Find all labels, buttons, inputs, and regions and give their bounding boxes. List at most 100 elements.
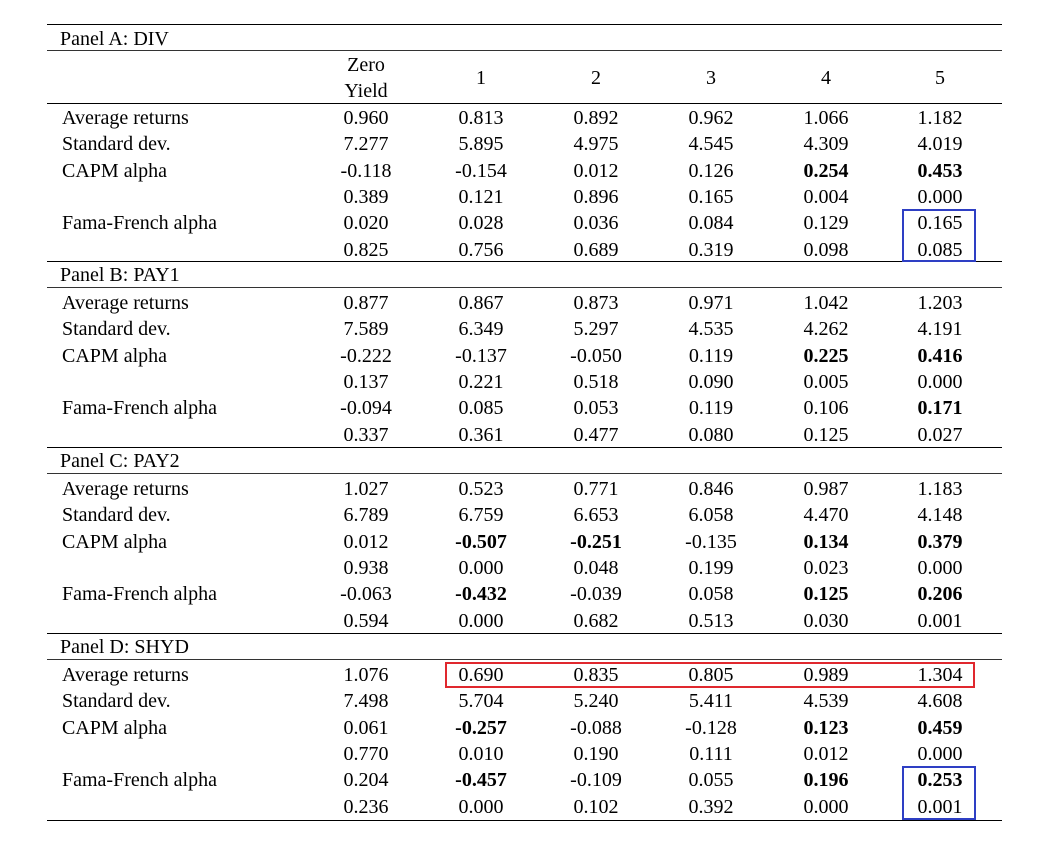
table-cell: 1.027 (343, 478, 389, 500)
table-cell: 0.459 (917, 716, 963, 739)
table-cell: 0.000 (917, 185, 963, 208)
table-cell: 0.989 (803, 664, 849, 686)
table-cell: 1.042 (803, 292, 849, 314)
table-cell: -0.432 (455, 583, 507, 606)
row-label: CAPM alpha (62, 530, 167, 553)
table-cell: 0.004 (803, 185, 849, 208)
row-label: Standard dev. (62, 133, 171, 156)
table-cell: 0.000 (458, 556, 504, 579)
table-cell: 0.971 (688, 292, 734, 314)
table-cell: 0.028 (458, 212, 504, 235)
table-cell: -0.088 (570, 716, 622, 739)
table-cell: 7.277 (343, 133, 389, 156)
table-cell: 4.535 (688, 318, 734, 341)
table-cell: 0.080 (688, 423, 734, 446)
table-cell: 0.005 (803, 370, 849, 393)
table-cell: 0.027 (917, 423, 963, 446)
table-cell: 5.704 (458, 690, 504, 713)
table-cell: 0.090 (688, 370, 734, 393)
table-cell: 4.309 (803, 133, 849, 156)
table-cell: 0.121 (458, 185, 504, 208)
table-cell: 0.204 (343, 769, 389, 792)
table-cell: 0.119 (688, 397, 734, 420)
table-cell: 0.125 (803, 423, 849, 446)
table-cell: 6.759 (458, 504, 504, 527)
table-cell: 0.001 (917, 609, 963, 632)
table-cell: -0.257 (455, 716, 507, 739)
column-header: 2 (591, 67, 601, 89)
table-cell: 0.690 (458, 664, 504, 686)
table-cell: 0.048 (573, 556, 619, 579)
table-cell: 0.379 (917, 530, 963, 553)
table-cell: 0.036 (573, 212, 619, 235)
table-cell: 0.199 (688, 556, 734, 579)
table-cell: 0.137 (343, 370, 389, 393)
table-cell: -0.039 (570, 583, 622, 606)
table-cell: 0.000 (917, 556, 963, 579)
panel-title: Panel C: PAY2 (60, 450, 180, 472)
table-cell: 5.895 (458, 133, 504, 156)
table-cell: 0.337 (343, 423, 389, 446)
table-cell: 0.835 (573, 664, 619, 686)
table-cell: -0.457 (455, 769, 507, 792)
table-cell: 6.349 (458, 318, 504, 341)
table-cell: 1.304 (917, 664, 963, 686)
table-cell: 6.653 (573, 504, 619, 527)
table-cell: 0.206 (917, 583, 963, 606)
table-cell: 0.134 (803, 530, 849, 553)
table-cell: 0.030 (803, 609, 849, 632)
table-cell: 0.023 (803, 556, 849, 579)
table-cell: 0.000 (803, 795, 849, 818)
highlight-box-panel-d-ff-alpha (902, 766, 976, 820)
table-cell: -0.109 (570, 769, 622, 792)
highlight-box-panel-d-average-returns (445, 662, 975, 688)
table-cell: 0.453 (917, 159, 963, 182)
table-cell: 0.165 (917, 212, 963, 235)
row-label: Standard dev. (62, 690, 171, 713)
table-cell: 1.183 (917, 478, 963, 500)
table-cell: 0.061 (343, 716, 389, 739)
row-label: Average returns (62, 107, 189, 129)
table-cell: 0.098 (803, 238, 849, 261)
table-cell: -0.137 (455, 344, 507, 367)
row-label: Fama-French alpha (62, 397, 217, 420)
top-rule (47, 24, 1002, 25)
column-header: 3 (706, 67, 716, 89)
row-label: Standard dev. (62, 318, 171, 341)
table-cell: 0.001 (917, 795, 963, 818)
table-cell: 0.123 (803, 716, 849, 739)
table-cell: 0.000 (458, 609, 504, 632)
table-cell: 0.012 (803, 742, 849, 765)
panel-separator-rule (47, 261, 1002, 262)
table-cell: 0.000 (458, 795, 504, 818)
table-cell: 0.813 (458, 107, 504, 129)
table-cell: 0.119 (688, 344, 734, 367)
table-cell: 0.938 (343, 556, 389, 579)
table-cell: 0.361 (458, 423, 504, 446)
table-cell: 0.392 (688, 795, 734, 818)
column-header: Zero Yield (344, 54, 388, 102)
table-cell: 1.076 (343, 664, 389, 686)
table-cell: 0.770 (343, 742, 389, 765)
table-cell: 4.608 (917, 690, 963, 713)
column-header: 5 (935, 67, 945, 89)
table-cell: 0.000 (917, 370, 963, 393)
table-cell: 0.873 (573, 292, 619, 314)
table-cell: 4.975 (573, 133, 619, 156)
table-cell: 0.477 (573, 423, 619, 446)
table-cell: 0.055 (688, 769, 734, 792)
table-cell: 0.000 (917, 742, 963, 765)
table-cell: 0.896 (573, 185, 619, 208)
table-cell: 0.416 (917, 344, 963, 367)
table-cell: 4.019 (917, 133, 963, 156)
table-cell: -0.094 (340, 397, 392, 420)
row-label: Average returns (62, 478, 189, 500)
table-cell: 0.960 (343, 107, 389, 129)
table-cell: -0.135 (685, 530, 737, 553)
table-cell: 4.262 (803, 318, 849, 341)
table-cell: 0.221 (458, 370, 504, 393)
table-cell: -0.063 (340, 583, 392, 606)
table-cell: 0.319 (688, 238, 734, 261)
table-cell: -0.154 (455, 159, 507, 182)
